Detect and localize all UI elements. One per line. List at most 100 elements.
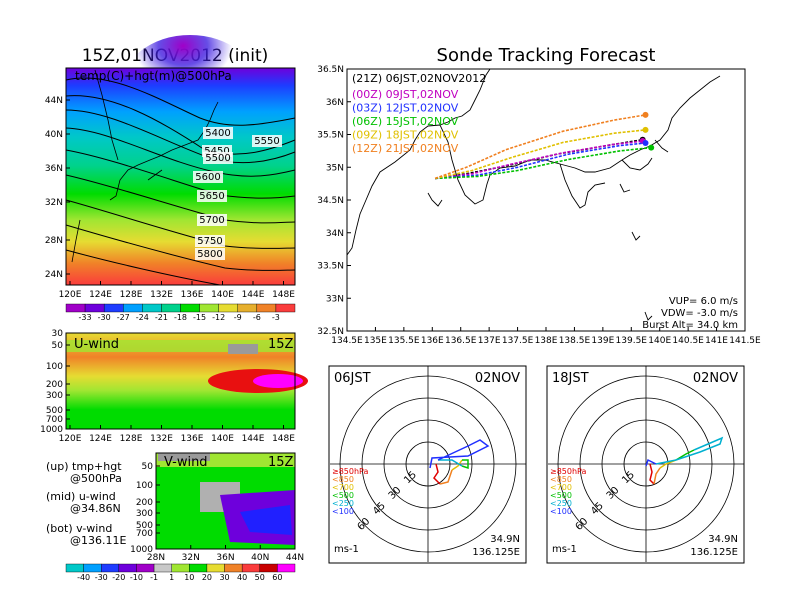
contour-label: 5450 bbox=[204, 146, 229, 157]
hodo-trace bbox=[439, 469, 453, 485]
colorbar-label: -30 bbox=[95, 573, 108, 582]
map500-lat-tick: 36N bbox=[45, 164, 63, 174]
colorbar-label: 30 bbox=[219, 573, 229, 582]
height-contour bbox=[65, 224, 296, 271]
colorbar-swatch bbox=[180, 303, 200, 313]
hodo-right-time: 18JST bbox=[552, 371, 589, 386]
uwind-pressure-tick: 200 bbox=[46, 380, 63, 390]
legend-bot-level: @136.11E bbox=[70, 534, 126, 547]
hodo-legend-entry: <500 bbox=[332, 491, 354, 500]
vwind-pressure-tick: 50 bbox=[142, 462, 154, 472]
hodo-trace bbox=[438, 459, 463, 467]
tracking-lat-tick: 36.5N bbox=[317, 65, 344, 75]
vwind-strong-negative bbox=[240, 505, 292, 535]
tracking-lon-tick: 137.5E bbox=[502, 336, 534, 346]
tracking-lat-tick: 34N bbox=[326, 229, 344, 239]
uwind-lon-tick: 120E bbox=[59, 434, 82, 444]
hodo-trace bbox=[451, 459, 463, 471]
vwind-pressure-tick: 700 bbox=[136, 529, 153, 539]
uwind-pressure-tick: 50 bbox=[52, 341, 64, 351]
colorbar-swatch bbox=[259, 563, 278, 573]
contour-label: 5800 bbox=[197, 249, 222, 260]
hodo-trace bbox=[429, 439, 490, 469]
contour-label: 5500 bbox=[205, 153, 230, 164]
vwind-lat-ticks: 28N 32N 36N 40N 44N bbox=[147, 545, 304, 563]
uwind-lon-tick: 140E bbox=[211, 434, 234, 444]
hodo-trace bbox=[433, 463, 441, 485]
tracking-lat-tick: 34.5N bbox=[317, 196, 344, 206]
colorbar-label: -24 bbox=[136, 313, 149, 322]
colorbar-swatch bbox=[142, 303, 162, 313]
contour-label: 5750 bbox=[197, 236, 222, 247]
map500-lat-tick: 28N bbox=[45, 236, 63, 246]
map500-lon-tick: 148E bbox=[272, 290, 295, 300]
hodo-legend-entry: <250 bbox=[332, 499, 354, 508]
tracking-lon-tick: 138E bbox=[535, 336, 558, 346]
colorbar-label: -1 bbox=[150, 573, 158, 582]
hodo-trace bbox=[649, 463, 655, 485]
colorbar-label: -6 bbox=[253, 313, 261, 322]
colorbar-swatch bbox=[118, 563, 137, 573]
colorbar-label: 10 bbox=[184, 573, 194, 582]
tracking-lon-tick: 140E bbox=[648, 336, 671, 346]
map500-lon-ticks: 120E 124E 128E 132E 136E 140E 144E 148E bbox=[59, 281, 295, 300]
colorbar-swatch bbox=[206, 563, 225, 573]
hodo-legend-entry: <500 bbox=[550, 491, 572, 500]
uwind-pressure-tick: 30 bbox=[52, 329, 64, 339]
tracking-lat-tick: 35N bbox=[326, 163, 344, 173]
uwind-lon-tick: 144E bbox=[242, 434, 265, 444]
sonde-track bbox=[435, 142, 646, 180]
height-contour bbox=[65, 77, 296, 126]
colorbar-label: -9 bbox=[234, 313, 242, 322]
colorbar-swatch bbox=[153, 563, 172, 573]
colorbar-swatch bbox=[103, 303, 124, 313]
colorbar-swatch bbox=[83, 563, 102, 573]
sonde-track bbox=[435, 140, 643, 180]
hodo-ring-label: 15 bbox=[620, 469, 637, 486]
track-legend-entry: (03Z) 12JST,02NOV bbox=[352, 102, 459, 115]
map500-lon-tick: 132E bbox=[150, 290, 173, 300]
colorbar-label: -40 bbox=[77, 573, 90, 582]
tracking-lat-tick: 33.5N bbox=[317, 262, 344, 272]
hodo-right-date: 02NOV bbox=[693, 371, 738, 386]
uwind-label: U-wind bbox=[74, 337, 119, 352]
contour-label-bg bbox=[203, 127, 233, 139]
colorbar-swatch bbox=[161, 303, 181, 313]
uwind-pressure-tick: 1000 bbox=[40, 425, 63, 435]
legend-mid: (mid) u-wind bbox=[46, 490, 116, 503]
contour-label-bg bbox=[193, 171, 223, 183]
height-contour bbox=[65, 249, 221, 286]
track-endpoint bbox=[648, 144, 655, 151]
vwind-pressure-tick: 200 bbox=[136, 498, 153, 508]
colorbar-label: 50 bbox=[255, 573, 265, 582]
map500-lat-tick: 24N bbox=[45, 270, 63, 280]
vwind-lat-tick: 28N bbox=[147, 553, 165, 563]
legend-mid-level: @34.86N bbox=[70, 502, 121, 515]
sonde-parameter: Burst Alt= 34.0 km bbox=[642, 320, 738, 331]
hodo-legend-entry: ≥850hPa bbox=[332, 467, 369, 476]
hodo-left-time: 06JST bbox=[334, 371, 371, 386]
hodo-left-date: 02NOV bbox=[475, 371, 520, 386]
vwind-time: 15Z bbox=[268, 455, 294, 470]
contour-label-bg bbox=[197, 190, 227, 202]
contour-label: 5700 bbox=[199, 215, 224, 226]
tracking-lon-tick: 135.5E bbox=[388, 336, 420, 346]
tracking-lon-tick: 137E bbox=[478, 336, 501, 346]
contour-label: 5550 bbox=[254, 136, 279, 147]
tracking-lon-tick: 136E bbox=[421, 336, 444, 346]
vwind-pressure-tick: 300 bbox=[136, 509, 153, 519]
contour-label-bg bbox=[252, 135, 282, 147]
uwind-lon-tick: 136E bbox=[181, 434, 204, 444]
map500-label: temp(C)+hgt(m)@500hPa bbox=[75, 69, 232, 83]
track-legend-entry: (06Z) 15JST,02NOV bbox=[352, 115, 459, 128]
colorbar-swatch bbox=[275, 303, 296, 313]
vwind-lat-tick: 32N bbox=[182, 553, 200, 563]
uwind-pressure-tick: 100 bbox=[46, 362, 63, 372]
map500-lon-tick: 128E bbox=[120, 290, 143, 300]
